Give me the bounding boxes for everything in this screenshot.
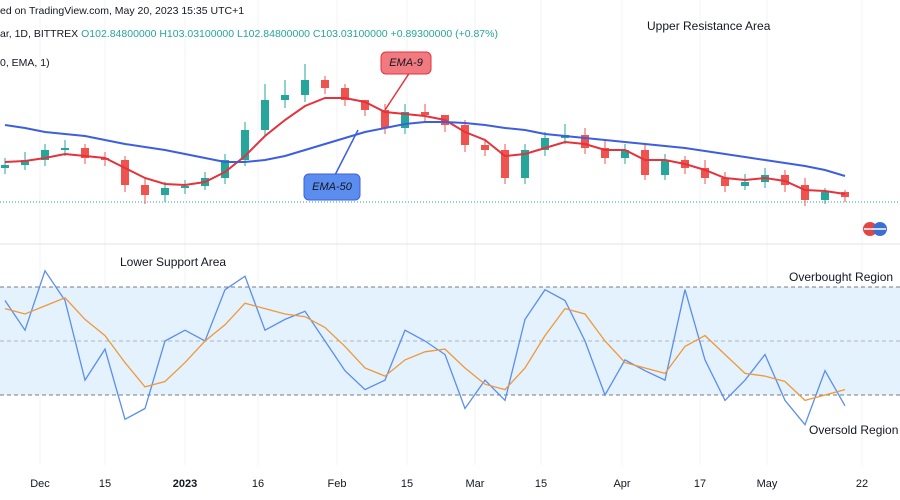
candle-body — [221, 160, 229, 178]
candle-body — [161, 188, 169, 195]
ohlc: O102.84800000 H103.03100000 L102.8480000… — [81, 28, 498, 40]
candle-body — [801, 185, 809, 200]
ema50-callout: EMA-50 — [303, 129, 361, 201]
candle-body — [721, 178, 729, 186]
candle-body — [521, 150, 529, 178]
x-tick-label: 22 — [856, 478, 868, 490]
candle-body — [581, 135, 589, 148]
x-tick-label: Dec — [30, 478, 50, 490]
candle-body — [281, 95, 289, 100]
rsi-line — [4, 297, 846, 402]
candle-body — [1, 165, 9, 168]
callout-label: EMA-9 — [389, 57, 423, 69]
x-tick-label: 15 — [401, 478, 413, 490]
candle-body — [741, 182, 749, 186]
x-tick-label: Feb — [328, 478, 347, 490]
candle-body — [641, 150, 649, 175]
x-tick-label: Apr — [613, 478, 630, 490]
candle-body — [121, 160, 129, 185]
candle-body — [401, 112, 409, 128]
header-line: 0, EMA, 1) — [0, 57, 50, 69]
candle-body — [261, 100, 269, 130]
candle-body — [461, 125, 469, 145]
candle-body — [361, 100, 369, 110]
x-tick-label: 2023 — [173, 478, 197, 490]
candle-body — [181, 186, 189, 188]
rsi-line — [4, 269, 846, 426]
candle-body — [601, 148, 609, 158]
candle-body — [381, 110, 389, 128]
annotation: Lower Support Area — [120, 255, 226, 269]
x-tick-label: 16 — [252, 478, 264, 490]
ema-line — [4, 97, 846, 195]
flag-icon — [863, 222, 887, 236]
candle-body — [321, 80, 329, 88]
x-tick-label: 17 — [694, 478, 706, 490]
header-line: ar, 1D, BITTREX O102.84800000 H103.03100… — [0, 28, 498, 40]
candle-body — [701, 168, 709, 178]
annotation: Oversold Region — [809, 423, 898, 437]
candle-body — [141, 185, 149, 195]
callout-label: EMA-50 — [312, 181, 353, 193]
ema9-callout: EMA-9 — [380, 51, 432, 111]
candle-body — [21, 160, 29, 165]
x-tick-label: 15 — [99, 478, 111, 490]
annotation: Upper Resistance Area — [647, 19, 771, 33]
candle-body — [81, 148, 89, 158]
annotation: Overbought Region — [789, 270, 893, 284]
candle-body — [661, 160, 669, 175]
candle-body — [241, 130, 249, 160]
candle-body — [341, 88, 349, 100]
candle-body — [821, 192, 829, 200]
x-tick-label: Mar — [466, 478, 485, 490]
x-tick-label: 15 — [535, 478, 547, 490]
symbol: ar, 1D, BITTREX — [0, 28, 81, 40]
ema-line — [4, 121, 846, 177]
candle-body — [301, 80, 309, 95]
candle-body — [541, 138, 549, 150]
candle-body — [421, 112, 429, 115]
header-line: ed on TradingView.com, May 20, 2023 15:3… — [0, 5, 244, 17]
x-tick-label: May — [757, 478, 778, 490]
candle-body — [61, 148, 69, 150]
candle-body — [41, 150, 49, 160]
candle-body — [501, 150, 509, 178]
candle-body — [481, 145, 489, 150]
candle-body — [621, 150, 629, 158]
candle-body — [841, 192, 849, 197]
